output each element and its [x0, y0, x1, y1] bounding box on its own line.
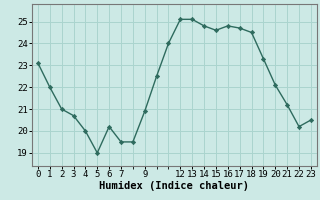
X-axis label: Humidex (Indice chaleur): Humidex (Indice chaleur): [100, 181, 249, 191]
